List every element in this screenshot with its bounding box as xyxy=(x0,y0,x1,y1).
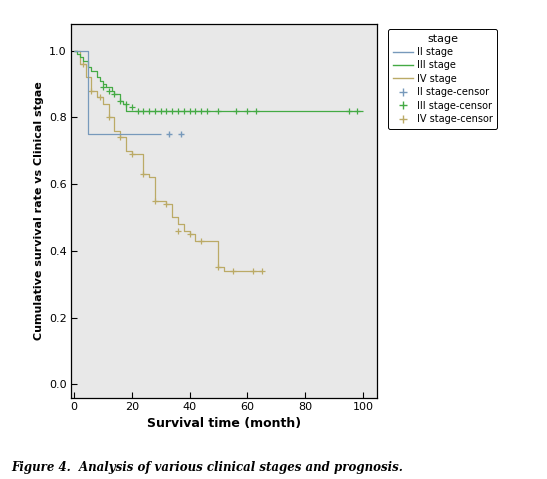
X-axis label: Survival time (month): Survival time (month) xyxy=(147,417,301,430)
Y-axis label: Cumulative survival rate vs Clinical stgae: Cumulative survival rate vs Clinical stg… xyxy=(33,81,44,340)
Legend: II stage, III stage, IV stage, II stage-censor, III stage-censor, IV stage-censo: II stage, III stage, IV stage, II stage-… xyxy=(388,29,497,129)
Text: Figure 4.  Analysis of various clinical stages and prognosis.: Figure 4. Analysis of various clinical s… xyxy=(11,461,403,474)
